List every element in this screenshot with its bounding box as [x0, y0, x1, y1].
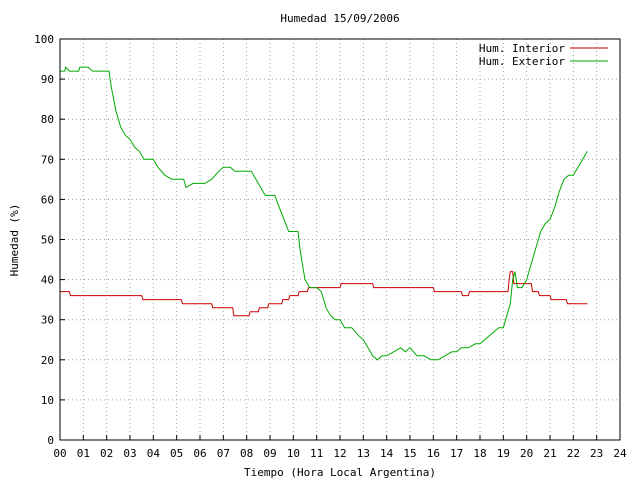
series-layer	[60, 66, 588, 361]
x-tick-label: 14	[380, 447, 394, 460]
legend: Hum. Interior Hum. Exterior	[479, 42, 608, 68]
x-tick-label: 23	[590, 447, 603, 460]
x-tick-label: 12	[333, 447, 346, 460]
x-tick-label: 20	[520, 447, 533, 460]
x-tick-label: 18	[473, 447, 486, 460]
y-tick-label: 20	[41, 354, 54, 367]
grid	[60, 39, 620, 440]
y-tick-label: 0	[47, 434, 54, 447]
x-tick-label: 04	[147, 447, 161, 460]
x-tick-label: 17	[450, 447, 463, 460]
x-tick-label: 11	[310, 447, 323, 460]
y-tick-label: 30	[41, 314, 54, 327]
x-tick-label: 01	[77, 447, 90, 460]
y-tick-label: 70	[41, 153, 54, 166]
y-tick-label: 50	[41, 234, 54, 247]
y-tick-label: 40	[41, 274, 54, 287]
x-tick-label: 24	[613, 447, 627, 460]
x-tick-label: 13	[357, 447, 370, 460]
x-tick-label: 03	[123, 447, 136, 460]
x-tick-label: 16	[427, 447, 440, 460]
series-line-interior	[60, 271, 588, 317]
x-tick-label: 02	[100, 447, 113, 460]
x-tick-label: 08	[240, 447, 253, 460]
chart-title: Humedad 15/09/2006	[280, 12, 399, 25]
legend-label-exterior: Hum. Exterior	[479, 55, 565, 68]
x-tick-label: 05	[170, 447, 183, 460]
y-axis-label: Humedad (%)	[8, 204, 21, 277]
y-axis: 0 10 20 30 40 50 60 70 80 90 100	[34, 33, 65, 447]
y-tick-label: 80	[41, 113, 54, 126]
y-tick-label: 60	[41, 193, 54, 206]
x-axis: 00 01 02 03 04 05 06 07 08 09 10 11 12 13 14 15 16 17 18 19…	[53, 435, 627, 460]
x-tick-label: 22	[567, 447, 580, 460]
x-tick-label: 10	[287, 447, 300, 460]
x-tick-label: 19	[497, 447, 510, 460]
x-tick-label: 15	[403, 447, 416, 460]
y-tick-label: 90	[41, 73, 54, 86]
x-tick-label: 21	[543, 447, 556, 460]
x-tick-label: 00	[53, 447, 66, 460]
legend-label-interior: Hum. Interior	[479, 42, 565, 55]
x-tick-label: 09	[263, 447, 276, 460]
x-tick-label: 07	[217, 447, 230, 460]
y-tick-label: 10	[41, 394, 54, 407]
series-line-exterior	[60, 66, 588, 361]
y-tick-label: 100	[34, 33, 54, 46]
x-tick-label: 06	[193, 447, 206, 460]
x-axis-label: Tiempo (Hora Local Argentina)	[244, 466, 436, 479]
